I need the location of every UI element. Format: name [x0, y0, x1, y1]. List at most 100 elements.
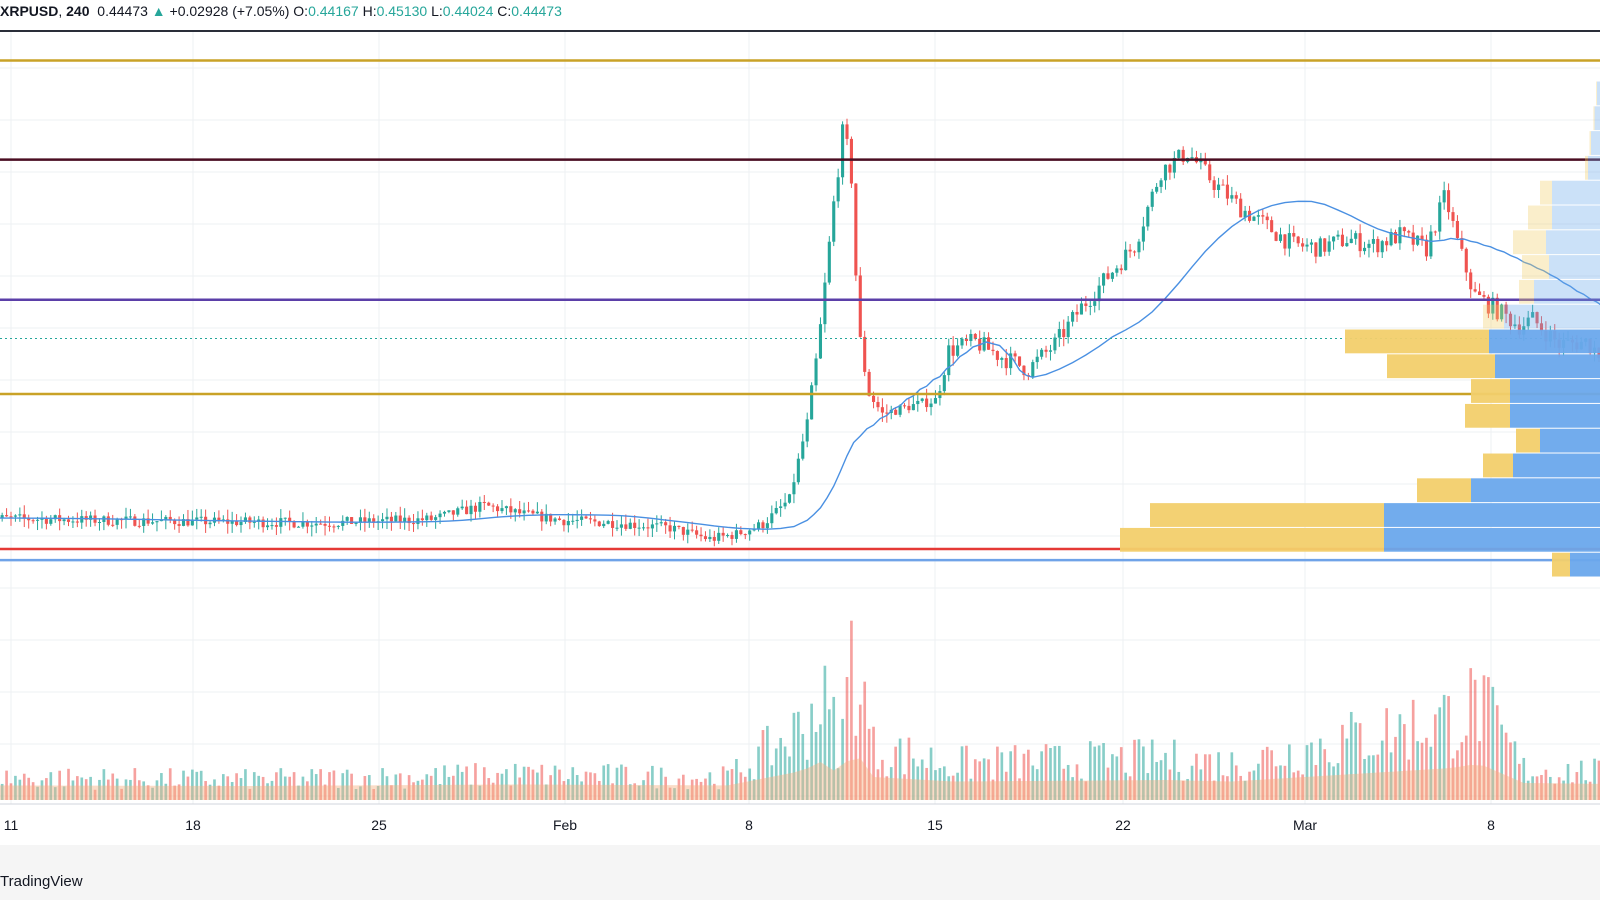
candle-body	[1362, 247, 1367, 252]
volume-bar	[1593, 758, 1596, 800]
volume-bar	[89, 776, 92, 800]
candle-body	[911, 404, 915, 411]
candle-body	[195, 517, 199, 520]
volume-bar	[1363, 758, 1366, 800]
volume-bar	[1195, 753, 1198, 800]
volume-bar	[1221, 775, 1225, 800]
volume-bar	[509, 785, 513, 800]
volume-profile-up-bar	[1483, 304, 1504, 329]
candle-body	[1155, 186, 1159, 192]
candle-body	[1305, 244, 1309, 247]
candle-body	[1261, 215, 1265, 217]
candle-body	[447, 510, 451, 512]
volume-bar	[881, 759, 884, 800]
volume-bar	[801, 733, 805, 800]
volume-bar	[903, 774, 906, 800]
volume-bar	[390, 785, 393, 800]
candle-body	[549, 513, 553, 522]
candle-body	[1009, 353, 1013, 369]
volume-bar	[1270, 750, 1273, 800]
price-chart[interactable]: 11 18 25 Feb 8 15 22 Mar 8	[0, 0, 1600, 845]
interval-label[interactable]: 240	[66, 3, 90, 19]
volume-bar	[1097, 745, 1101, 800]
candle-body	[858, 275, 862, 337]
candle-body	[164, 516, 168, 520]
volume-bar	[708, 772, 712, 800]
volume-bar	[58, 770, 61, 800]
candle-body	[708, 536, 712, 540]
volume-bar	[858, 704, 862, 800]
candle-body	[1115, 268, 1119, 273]
volume-bar	[478, 785, 482, 800]
volume-bar	[239, 778, 243, 800]
volume-bar	[199, 770, 203, 800]
candle-body	[1314, 242, 1318, 257]
candle-body	[748, 530, 752, 535]
volume-bar	[1579, 760, 1583, 800]
volume-bar	[221, 774, 225, 800]
candle-body	[75, 521, 79, 523]
volume-bar	[1009, 751, 1013, 800]
volume-bar	[1155, 761, 1158, 800]
volume-bar	[129, 779, 132, 800]
candle-body	[71, 521, 75, 523]
volume-bar	[1376, 754, 1380, 800]
volume-bar	[381, 768, 384, 800]
candle-body	[314, 523, 318, 526]
volume-bar	[111, 773, 115, 800]
volume-bar	[372, 789, 376, 800]
volume-bar	[624, 766, 628, 800]
candle-body	[1531, 312, 1535, 318]
candle-body	[235, 520, 239, 526]
candle-body	[933, 398, 938, 404]
volume-bar	[84, 779, 88, 800]
volume-bar	[841, 718, 844, 800]
candle-body	[522, 510, 526, 514]
candle-body	[633, 522, 637, 529]
candle-body	[1278, 234, 1283, 241]
volume-bar	[1327, 762, 1331, 800]
volume-bar	[363, 776, 367, 800]
volume-profile-down-bar	[1552, 180, 1600, 205]
volume-bar	[766, 725, 769, 800]
volume-bar	[1102, 743, 1105, 800]
volume-profile-up-bar	[1120, 527, 1384, 552]
x-axis-tick-label: 8	[1487, 817, 1495, 833]
candle-body	[756, 522, 761, 529]
candle-body	[358, 517, 362, 523]
candle-body	[354, 522, 358, 524]
candle-body	[407, 517, 411, 524]
chart-top-border	[0, 30, 1600, 32]
candle-body	[1239, 198, 1243, 218]
candle-body	[1526, 317, 1530, 327]
volume-bar	[1314, 765, 1318, 800]
candle-body	[726, 535, 730, 537]
candle-body	[1035, 356, 1039, 363]
candle-body	[1031, 362, 1035, 377]
volume-bar	[1535, 776, 1539, 800]
volume-bar	[748, 768, 752, 800]
volume-bar	[1111, 754, 1114, 800]
symbol-label[interactable]: XRPUSD	[0, 3, 59, 19]
candle-body	[1442, 190, 1446, 203]
volume-bar	[359, 786, 362, 800]
volume-bar	[1487, 677, 1490, 800]
candle-body	[332, 526, 336, 528]
volume-bar	[505, 769, 508, 800]
volume-bar	[1526, 780, 1530, 800]
candle-body	[571, 520, 575, 522]
candle-body	[1106, 273, 1110, 279]
candle-body	[1124, 249, 1128, 271]
volume-bar	[1146, 773, 1150, 800]
volume-bar	[67, 768, 70, 800]
volume-profile-down-bar	[1594, 106, 1600, 131]
volume-bar	[1234, 765, 1238, 800]
volume-bar	[973, 759, 977, 800]
candle-body	[1000, 358, 1004, 360]
volume-bar	[1239, 775, 1243, 800]
candle-body	[1389, 231, 1393, 246]
volume-bar	[1571, 782, 1574, 800]
candle-body	[1270, 220, 1274, 233]
candle-body	[641, 527, 646, 529]
volume-bar	[655, 788, 659, 800]
